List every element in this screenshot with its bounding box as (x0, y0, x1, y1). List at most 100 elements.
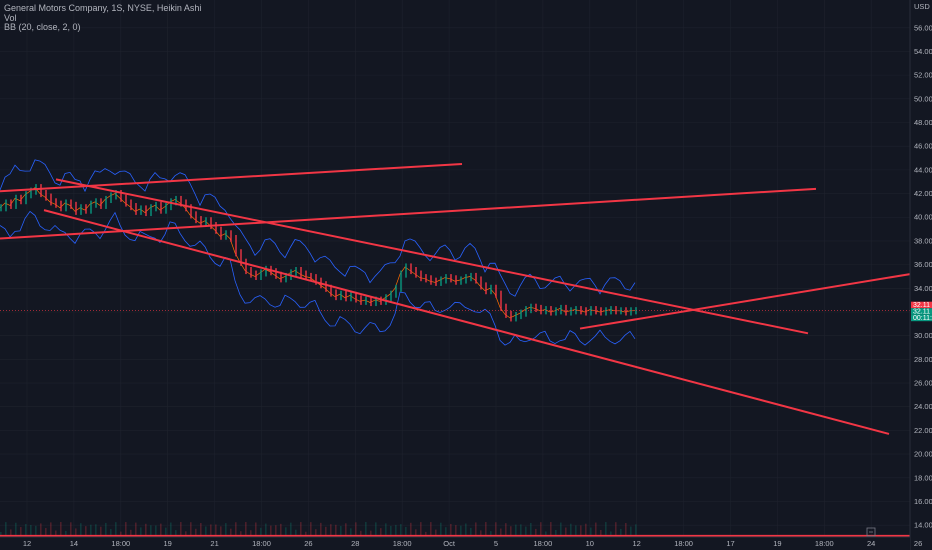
volume-bar (365, 522, 367, 536)
volume-bar (270, 525, 272, 536)
volume-bar (125, 522, 127, 536)
x-tick-label: 26 (914, 539, 922, 548)
volume-bar (280, 523, 282, 536)
volume-bar (425, 531, 427, 536)
grid-lines (0, 0, 919, 537)
x-tick-label: 18:00 (674, 539, 693, 548)
volume-bar (600, 529, 602, 536)
trend-line[interactable] (0, 162, 463, 193)
volume-bar (410, 522, 412, 536)
volume-bar (120, 531, 122, 536)
volume-legend[interactable]: Vol (4, 12, 17, 23)
volume-bar (330, 524, 332, 536)
volume-bar (390, 525, 392, 536)
y-tick-label: 30.00 (914, 331, 932, 340)
indicator-legend[interactable]: BB (20, close, 2, 0) (4, 22, 81, 32)
price-tag-label: 00:11:52 (913, 315, 932, 322)
volume-bar (200, 523, 202, 536)
y-tick-label: 38.00 (914, 236, 932, 245)
volume-bar (475, 522, 477, 536)
volume-bar (485, 522, 487, 536)
x-axis-ticks[interactable]: 12 14 18:00 19 21 18:00 26 28 18:00 Oct 5 18:00 10 12… (23, 539, 922, 548)
volume-bar (90, 524, 92, 536)
volume-bar (180, 522, 182, 536)
volume-bar (130, 529, 132, 536)
volume-bar (345, 523, 347, 536)
volume-bar (625, 522, 627, 536)
volume-bar (15, 522, 17, 536)
volume-bar (105, 522, 107, 536)
volume-bar (370, 530, 372, 536)
trend-line[interactable] (579, 273, 911, 330)
volume-bar (70, 522, 72, 536)
y-tick-label: 56.00 (914, 23, 932, 32)
volume-bar (555, 529, 557, 536)
trend-line[interactable] (43, 209, 890, 435)
y-axis-panel (910, 0, 932, 550)
volume-bar (535, 528, 537, 536)
x-tick-label: 5 (494, 539, 498, 548)
volume-bar (470, 527, 472, 536)
volume-bar (350, 528, 352, 536)
bb-upper-band (0, 159, 636, 297)
price-tag (911, 308, 932, 315)
x-tick-label: 24 (867, 539, 875, 548)
y-tick-label: 26.00 (914, 379, 932, 388)
volume-bar (10, 529, 12, 536)
trend-line[interactable] (0, 187, 817, 240)
volume-bar (315, 529, 317, 536)
x-tick-label: 17 (726, 539, 734, 548)
volume-bar (255, 522, 257, 536)
volume-bar (265, 523, 267, 536)
volume-bar (635, 524, 637, 536)
volume-bar (275, 525, 277, 536)
x-tick-label: 28 (351, 539, 359, 548)
volume-bar (495, 522, 497, 536)
x-tick-label: 19 (773, 539, 781, 548)
x-tick-label: 18:00 (252, 539, 271, 548)
x-tick-label: 14 (70, 539, 78, 548)
symbol-title[interactable]: General Motors Company, 1S, NYSE, Heikin… (4, 3, 202, 13)
y-tick-label: 24.00 (914, 402, 932, 411)
volume-bar (530, 522, 532, 536)
volume-bar (220, 526, 222, 536)
volume-bar (415, 529, 417, 536)
currency-label: USD (914, 2, 930, 11)
volume-bar (355, 522, 357, 536)
x-tick-label: 18:00 (534, 539, 553, 548)
volume-bar (100, 526, 102, 536)
volume-bar (305, 531, 307, 536)
x-tick-label: 10 (586, 539, 594, 548)
x-tick-label: 26 (304, 539, 312, 548)
volume-bar (480, 530, 482, 536)
trend-line[interactable] (55, 178, 809, 335)
volume-bar (75, 528, 77, 536)
volume-bar (205, 526, 207, 536)
volume-bar (545, 531, 547, 536)
volume-bar (215, 524, 217, 536)
volume-bar (285, 527, 287, 536)
volume-bar (405, 526, 407, 536)
y-tick-label: 36.00 (914, 260, 932, 269)
y-tick-label: 54.00 (914, 47, 932, 56)
price-tag (911, 301, 932, 309)
trend-lines[interactable] (0, 162, 911, 537)
volume-bar (225, 523, 227, 536)
volume-bar (0, 532, 2, 536)
chart-legend: General Motors Company, 1S, NYSE, Heikin… (4, 3, 202, 33)
volume-bar (585, 523, 587, 536)
volume-bar (145, 523, 147, 536)
volume-bar (300, 522, 302, 536)
y-tick-label: 46.00 (914, 142, 932, 151)
volume-bar (450, 523, 452, 536)
y-tick-label: 34.00 (914, 284, 932, 293)
y-tick-label: 14.00 (914, 521, 932, 530)
volume-bar (570, 523, 572, 536)
y-axis-ticks[interactable]: 56.00 54.00 52.00 50.00 48.00 46.00 44.00 42.00… (914, 23, 932, 529)
x-tick-label: 18:00 (111, 539, 130, 548)
volume-bar (445, 527, 447, 536)
scroll-to-end-button[interactable] (866, 527, 876, 537)
volume-bar (85, 526, 87, 536)
volume-bar (210, 524, 212, 536)
